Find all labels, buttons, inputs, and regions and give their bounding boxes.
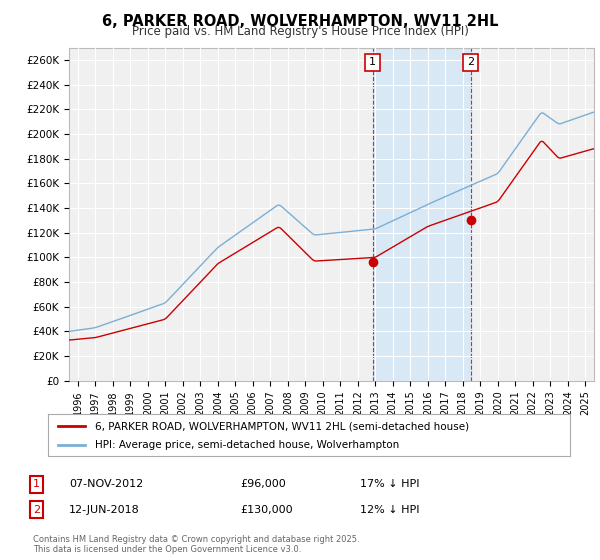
Bar — [373, 48, 470, 381]
Text: 6, PARKER ROAD, WOLVERHAMPTON, WV11 2HL: 6, PARKER ROAD, WOLVERHAMPTON, WV11 2HL — [102, 14, 498, 29]
6, PARKER ROAD, WOLVERHAMPTON, WV11 2HL (semi-detached house) — [590, 146, 598, 152]
Text: 17% ↓ HPI: 17% ↓ HPI — [360, 479, 419, 489]
Text: Price paid vs. HM Land Registry's House Price Index (HPI): Price paid vs. HM Land Registry's House … — [131, 25, 469, 38]
Text: 12-JUN-2018: 12-JUN-2018 — [69, 505, 140, 515]
6, PARKER ROAD, WOLVERHAMPTON, WV11 2HL (semi-detached house) — [521, 161, 528, 168]
Text: HPI: Average price, semi-detached house, Wolverhampton: HPI: Average price, semi-detached house,… — [95, 440, 399, 450]
Text: £96,000: £96,000 — [240, 479, 286, 489]
Text: 6, PARKER ROAD, WOLVERHAMPTON, WV11 2HL (semi-detached house): 6, PARKER ROAD, WOLVERHAMPTON, WV11 2HL … — [95, 421, 469, 431]
Text: 2: 2 — [33, 505, 40, 515]
Text: 1: 1 — [369, 58, 376, 67]
6, PARKER ROAD, WOLVERHAMPTON, WV11 2HL (semi-detached house) — [538, 138, 545, 144]
HPI: Average price, semi-detached house, Wolverhampton: (2.01e+03, 1.27e+05): Average price, semi-detached house, Wolv… — [247, 221, 254, 227]
HPI: Average price, semi-detached house, Wolverhampton: (2.03e+03, 2.18e+05): Average price, semi-detached house, Wolv… — [590, 109, 598, 115]
Line: 6, PARKER ROAD, WOLVERHAMPTON, WV11 2HL (semi-detached house): 6, PARKER ROAD, WOLVERHAMPTON, WV11 2HL … — [69, 141, 594, 340]
6, PARKER ROAD, WOLVERHAMPTON, WV11 2HL (semi-detached house) — [443, 216, 451, 223]
HPI: Average price, semi-detached house, Wolverhampton: (2.02e+03, 1.5e+05): Average price, semi-detached house, Wolv… — [443, 193, 451, 199]
HPI: Average price, semi-detached house, Wolverhampton: (2.01e+03, 1.2e+05): Average price, semi-detached house, Wolv… — [337, 229, 344, 236]
Text: 12% ↓ HPI: 12% ↓ HPI — [360, 505, 419, 515]
HPI: Average price, semi-detached house, Wolverhampton: (2.02e+03, 1.55e+05): Average price, semi-detached house, Wolv… — [457, 186, 464, 193]
Text: 07-NOV-2012: 07-NOV-2012 — [69, 479, 143, 489]
Line: HPI: Average price, semi-detached house, Wolverhampton: HPI: Average price, semi-detached house,… — [69, 112, 594, 332]
HPI: Average price, semi-detached house, Wolverhampton: (2e+03, 4e+04): Average price, semi-detached house, Wolv… — [65, 328, 73, 335]
6, PARKER ROAD, WOLVERHAMPTON, WV11 2HL (semi-detached house) — [337, 256, 344, 263]
HPI: Average price, semi-detached house, Wolverhampton: (2.02e+03, 1.98e+05): Average price, semi-detached house, Wolv… — [521, 133, 528, 139]
6, PARKER ROAD, WOLVERHAMPTON, WV11 2HL (semi-detached house) — [247, 240, 254, 247]
Text: £130,000: £130,000 — [240, 505, 293, 515]
HPI: Average price, semi-detached house, Wolverhampton: (2.02e+03, 1.54e+05): Average price, semi-detached house, Wolv… — [454, 188, 461, 195]
Text: Contains HM Land Registry data © Crown copyright and database right 2025.
This d: Contains HM Land Registry data © Crown c… — [33, 535, 359, 554]
Text: 2: 2 — [467, 58, 474, 67]
6, PARKER ROAD, WOLVERHAMPTON, WV11 2HL (semi-detached house) — [457, 212, 464, 218]
6, PARKER ROAD, WOLVERHAMPTON, WV11 2HL (semi-detached house) — [454, 213, 461, 220]
6, PARKER ROAD, WOLVERHAMPTON, WV11 2HL (semi-detached house) — [65, 337, 73, 343]
Text: 1: 1 — [33, 479, 40, 489]
